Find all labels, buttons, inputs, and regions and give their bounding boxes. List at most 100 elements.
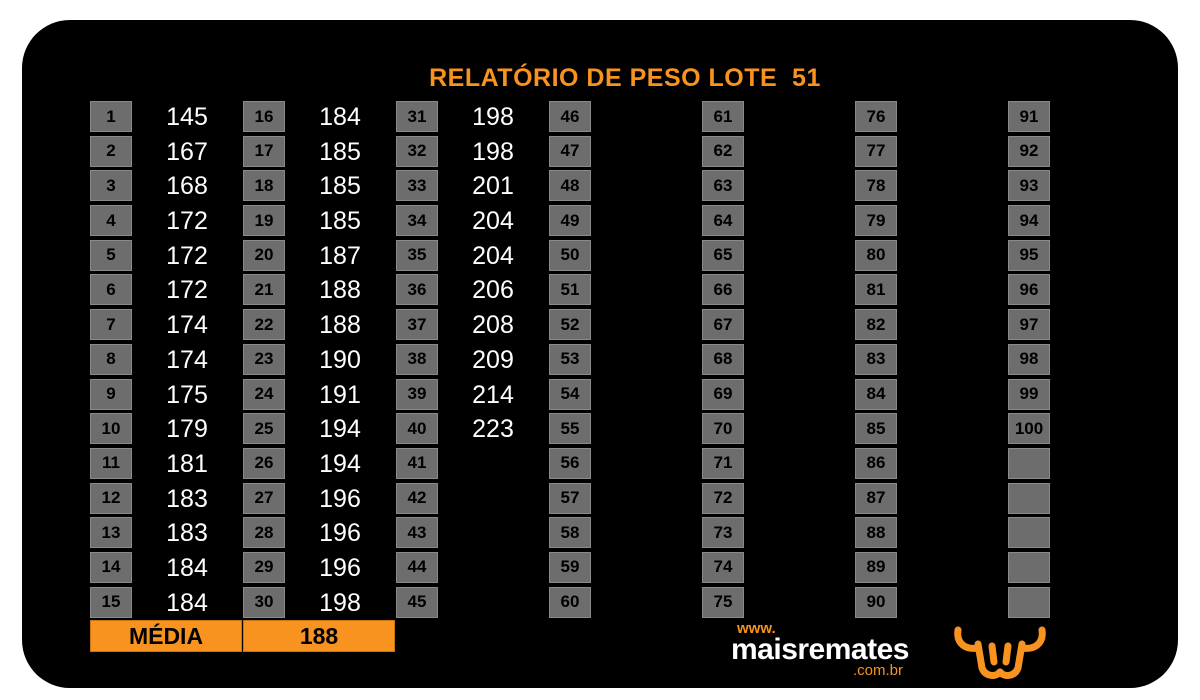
table-row: 38 209 <box>396 343 536 378</box>
animal-number: 53 <box>549 343 591 375</box>
animal-weight: 209 <box>472 345 514 374</box>
animal-number: 72 <box>702 482 744 514</box>
animal-number: 26 <box>243 447 285 479</box>
animal-weight: 185 <box>319 137 361 166</box>
table-row: 13 183 <box>90 516 230 551</box>
animal-number: 90 <box>855 586 897 618</box>
animal-number <box>1008 586 1050 618</box>
animal-number: 54 <box>549 378 591 410</box>
weight-column: 46 47 48 49 50 51 52 53 54 55 56 57 58 59 60 <box>549 100 689 620</box>
animal-weight: 204 <box>472 207 514 236</box>
animal-weight: 172 <box>166 207 208 236</box>
animal-number: 51 <box>549 274 591 306</box>
animal-number: 68 <box>702 343 744 375</box>
animal-number <box>1008 551 1050 583</box>
animal-number: 19 <box>243 205 285 237</box>
table-row: 83 <box>855 343 995 378</box>
weight-column: 31 198 32 198 33 201 34 204 35 204 36 206 37 208 38 209… <box>396 100 536 620</box>
table-row: 68 <box>702 343 842 378</box>
maisremates-logo[interactable]: www. maisremates .com.br <box>731 621 911 679</box>
table-row: 16 184 <box>243 100 383 135</box>
table-row: 21 188 <box>243 273 383 308</box>
weight-column: 61 62 63 64 65 66 67 68 69 70 71 72 73 74 75 <box>702 100 842 620</box>
animal-number: 77 <box>855 135 897 167</box>
animal-number: 10 <box>90 413 132 445</box>
table-row <box>1008 447 1148 482</box>
table-row: 5 172 <box>90 239 230 274</box>
animal-weight: 174 <box>166 345 208 374</box>
animal-number: 18 <box>243 170 285 202</box>
table-row <box>1008 551 1148 586</box>
animal-number: 21 <box>243 274 285 306</box>
animal-number: 85 <box>855 413 897 445</box>
table-row: 90 <box>855 586 995 621</box>
animal-number: 94 <box>1008 205 1050 237</box>
animal-number: 60 <box>549 586 591 618</box>
table-row: 20 187 <box>243 239 383 274</box>
animal-number: 91 <box>1008 101 1050 132</box>
table-row: 52 <box>549 308 689 343</box>
table-row: 58 <box>549 516 689 551</box>
animal-number: 96 <box>1008 274 1050 306</box>
table-row: 74 <box>702 551 842 586</box>
animal-number: 6 <box>90 274 132 306</box>
table-row: 94 <box>1008 204 1148 239</box>
animal-number: 64 <box>702 205 744 237</box>
table-row: 40 223 <box>396 412 536 447</box>
table-row: 49 <box>549 204 689 239</box>
animal-number: 25 <box>243 413 285 445</box>
table-row: 50 <box>549 239 689 274</box>
table-row: 65 <box>702 239 842 274</box>
animal-number: 89 <box>855 551 897 583</box>
animal-number: 41 <box>396 447 438 479</box>
table-row: 51 <box>549 273 689 308</box>
table-row: 47 <box>549 135 689 170</box>
table-row: 53 <box>549 343 689 378</box>
logo-domain: .com.br <box>852 662 903 679</box>
animal-number: 44 <box>396 551 438 583</box>
animal-number: 56 <box>549 447 591 479</box>
table-row: 1 145 <box>90 100 230 135</box>
table-row: 87 <box>855 482 995 517</box>
table-row: 23 190 <box>243 343 383 378</box>
animal-weight: 172 <box>166 276 208 305</box>
table-row: 48 <box>549 169 689 204</box>
table-row: 42 <box>396 482 536 517</box>
table-row: 70 <box>702 412 842 447</box>
animal-number: 100 <box>1008 413 1050 445</box>
animal-number: 45 <box>396 586 438 618</box>
animal-number: 79 <box>855 205 897 237</box>
animal-weight: 201 <box>472 172 514 201</box>
table-row: 59 <box>549 551 689 586</box>
animal-number: 98 <box>1008 343 1050 375</box>
table-row: 7 174 <box>90 308 230 343</box>
table-row: 64 <box>702 204 842 239</box>
animal-weight: 196 <box>319 553 361 582</box>
weight-column: 91 92 93 94 95 96 97 98 99 100 <box>1008 100 1148 620</box>
table-row: 46 <box>549 100 689 135</box>
table-row <box>1008 516 1148 551</box>
animal-number: 71 <box>702 447 744 479</box>
animal-number: 14 <box>90 551 132 583</box>
animal-number: 47 <box>549 135 591 167</box>
animal-number <box>1008 447 1050 479</box>
animal-weight: 181 <box>166 449 208 478</box>
animal-number: 81 <box>855 274 897 306</box>
animal-weight: 196 <box>319 519 361 548</box>
animal-weight: 172 <box>166 241 208 270</box>
table-row: 11 181 <box>90 447 230 482</box>
animal-weight: 206 <box>472 276 514 305</box>
animal-weight: 185 <box>319 172 361 201</box>
table-row: 95 <box>1008 239 1148 274</box>
table-row: 55 <box>549 412 689 447</box>
animal-number: 83 <box>855 343 897 375</box>
table-row: 12 183 <box>90 482 230 517</box>
weight-column: 1 145 2 167 3 168 4 172 5 172 6 172 7 174 8 174 9 175 10 17… <box>90 100 230 620</box>
table-row: 39 214 <box>396 378 536 413</box>
table-row: 35 204 <box>396 239 536 274</box>
animal-number: 74 <box>702 551 744 583</box>
table-row: 54 <box>549 378 689 413</box>
table-row: 78 <box>855 169 995 204</box>
animal-weight: 188 <box>319 276 361 305</box>
animal-number: 4 <box>90 205 132 237</box>
